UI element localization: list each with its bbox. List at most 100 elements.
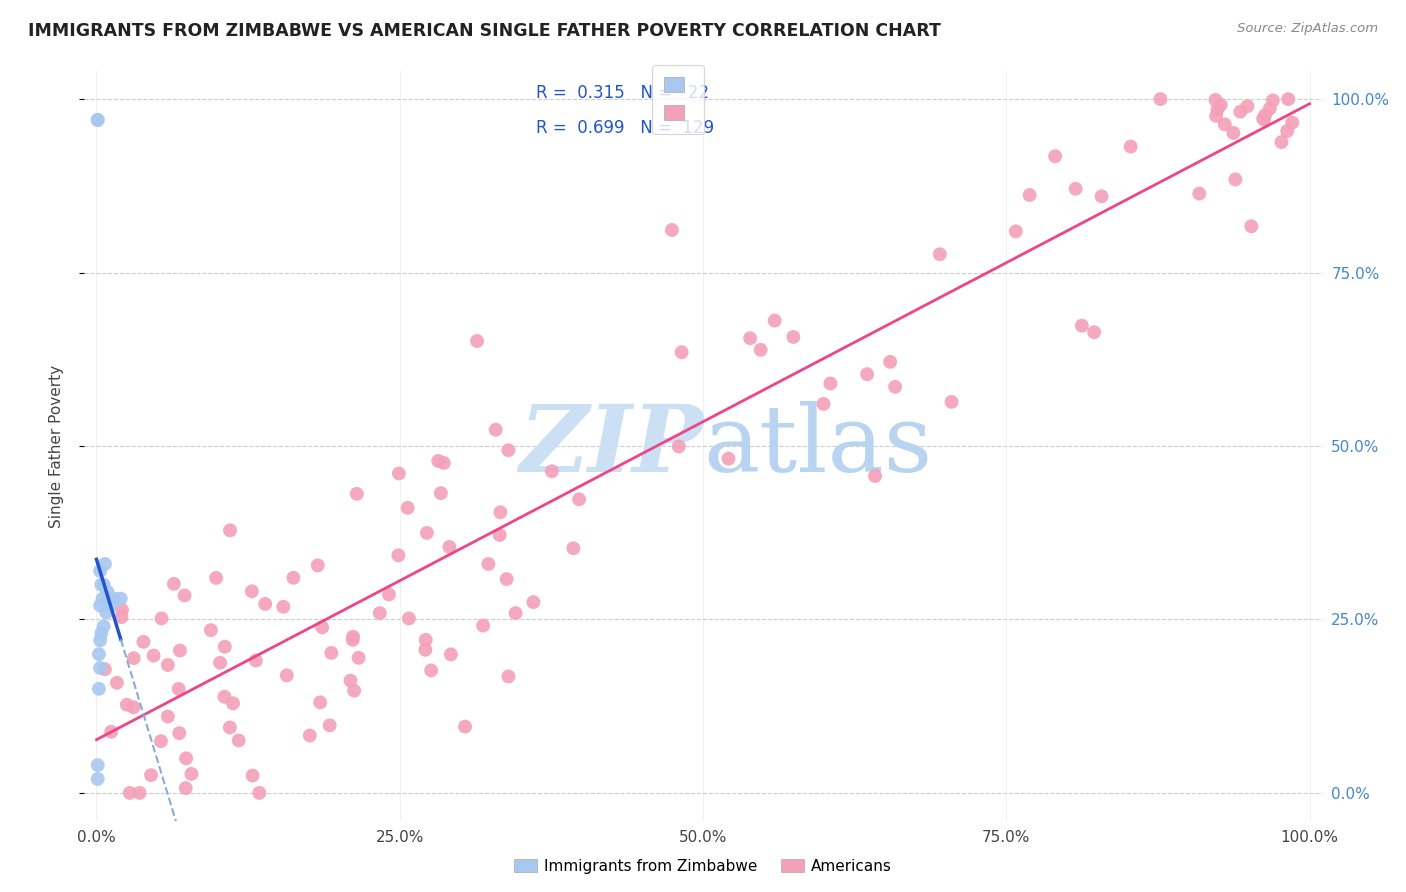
- Point: [430, 486, 453, 500]
- Point: [89, 661, 111, 675]
- Point: [173, 589, 195, 603]
- Point: [200, 623, 222, 637]
- Point: [254, 597, 277, 611]
- Point: [465, 334, 488, 348]
- Point: [1253, 112, 1275, 127]
- Point: [93, 578, 115, 592]
- Point: [1204, 93, 1226, 107]
- Point: [105, 675, 128, 690]
- Point: [169, 643, 191, 657]
- Text: R =  0.699   N =  129: R = 0.699 N = 129: [536, 119, 714, 136]
- Point: [378, 587, 401, 601]
- Point: [1251, 112, 1274, 126]
- Point: [1083, 325, 1105, 339]
- Point: [240, 584, 263, 599]
- Point: [1090, 189, 1112, 203]
- Point: [427, 454, 450, 468]
- Point: [167, 681, 190, 696]
- Point: [368, 606, 391, 620]
- Point: [218, 720, 240, 734]
- Point: [307, 558, 329, 573]
- Point: [1261, 94, 1284, 108]
- Point: [1222, 126, 1244, 140]
- Point: [749, 343, 772, 357]
- Point: [498, 443, 520, 458]
- Point: [387, 549, 409, 563]
- Point: [150, 611, 173, 625]
- Point: [433, 456, 456, 470]
- Point: [522, 595, 544, 609]
- Point: [661, 223, 683, 237]
- Point: [1188, 186, 1211, 201]
- Point: [1149, 92, 1171, 106]
- Text: R =  0.315   N =   22: R = 0.315 N = 22: [536, 85, 709, 103]
- Point: [941, 395, 963, 409]
- Point: [100, 724, 122, 739]
- Point: [142, 648, 165, 663]
- Point: [132, 635, 155, 649]
- Point: [416, 525, 439, 540]
- Point: [388, 467, 411, 481]
- Point: [128, 786, 150, 800]
- Point: [276, 668, 298, 682]
- Text: ZIP: ZIP: [519, 401, 703, 491]
- Point: [149, 734, 172, 748]
- Point: [884, 380, 907, 394]
- Point: [1258, 102, 1281, 116]
- Point: [1240, 219, 1263, 234]
- Point: [115, 698, 138, 712]
- Point: [321, 646, 343, 660]
- Point: [86, 112, 108, 127]
- Point: [93, 619, 115, 633]
- Point: [820, 376, 842, 391]
- Point: [174, 751, 197, 765]
- Point: [174, 781, 197, 796]
- Point: [498, 669, 520, 683]
- Point: [717, 451, 740, 466]
- Point: [91, 591, 114, 606]
- Point: [298, 729, 321, 743]
- Point: [309, 695, 332, 709]
- Point: [489, 505, 512, 519]
- Point: [398, 611, 420, 625]
- Point: [439, 540, 461, 554]
- Point: [214, 690, 236, 704]
- Point: [209, 656, 232, 670]
- Point: [96, 606, 118, 620]
- Point: [1070, 318, 1092, 333]
- Point: [94, 557, 117, 571]
- Point: [347, 650, 370, 665]
- Point: [311, 620, 333, 634]
- Point: [740, 331, 762, 345]
- Point: [94, 662, 117, 676]
- Point: [343, 683, 366, 698]
- Point: [247, 786, 270, 800]
- Point: [111, 603, 134, 617]
- Point: [415, 642, 437, 657]
- Text: IMMIGRANTS FROM ZIMBABWE VS AMERICAN SINGLE FATHER POVERTY CORRELATION CHART: IMMIGRANTS FROM ZIMBABWE VS AMERICAN SIN…: [28, 22, 941, 40]
- Point: [782, 330, 804, 344]
- Point: [96, 584, 118, 599]
- Text: Source: ZipAtlas.com: Source: ZipAtlas.com: [1237, 22, 1378, 36]
- Point: [169, 726, 191, 740]
- Point: [122, 700, 145, 714]
- Legend: , : ,: [652, 65, 704, 134]
- Point: [90, 578, 112, 592]
- Point: [879, 355, 901, 369]
- Point: [477, 557, 499, 571]
- Point: [89, 633, 111, 648]
- Point: [87, 681, 110, 696]
- Point: [1119, 139, 1142, 153]
- Point: [813, 397, 835, 411]
- Point: [928, 247, 950, 261]
- Point: [180, 767, 202, 781]
- Point: [856, 367, 879, 381]
- Point: [1064, 182, 1087, 196]
- Point: [90, 626, 112, 640]
- Point: [219, 524, 242, 538]
- Point: [1225, 172, 1247, 186]
- Point: [97, 591, 120, 606]
- Point: [87, 647, 110, 661]
- Point: [228, 733, 250, 747]
- Point: [339, 673, 361, 688]
